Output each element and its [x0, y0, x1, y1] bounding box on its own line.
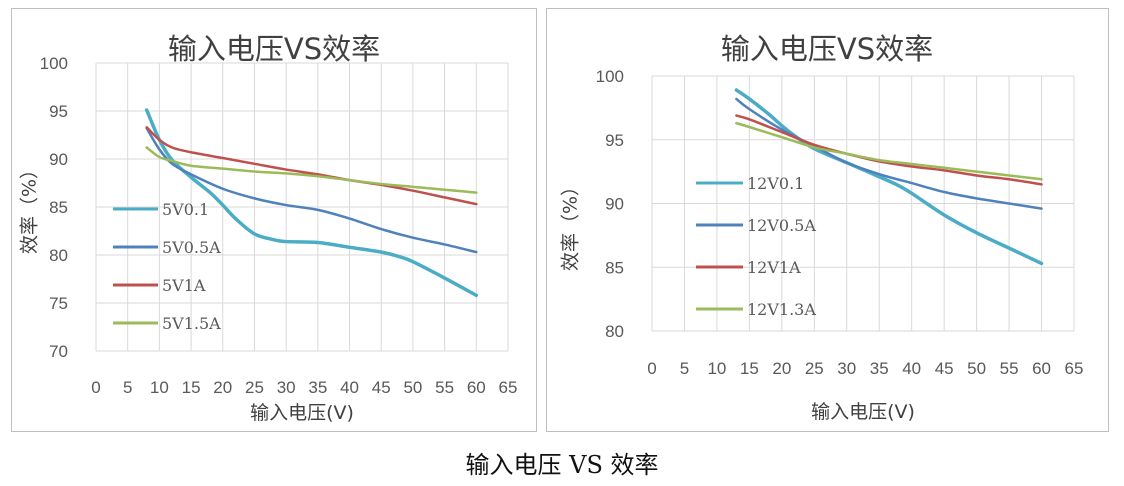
x-tick-label: 65 [1065, 359, 1084, 378]
x-tick-label: 55 [435, 378, 454, 397]
y-tick-label: 95 [49, 102, 68, 121]
y-tick-label: 90 [49, 150, 68, 169]
series-line-5V1A [145, 126, 478, 206]
series-line-5V0.5A [145, 127, 478, 254]
x-tick-label: 35 [308, 378, 327, 397]
legend-label-12V0.5A: 12V0.5A [747, 216, 816, 235]
x-tick-label: 40 [340, 378, 359, 397]
x-tick-label: 15 [740, 359, 759, 378]
x-tick-label: 30 [277, 378, 296, 397]
series-line-5V1.5A [145, 146, 478, 194]
y-axis-label: 效率（%） [19, 160, 41, 254]
x-tick-label: 60 [467, 378, 486, 397]
x-tick-label: 40 [902, 359, 921, 378]
y-axis-label: 效率（%） [560, 177, 582, 271]
x-tick-label: 10 [707, 359, 726, 378]
y-tick-label: 85 [49, 198, 68, 217]
chart-title: 输入电压VS效率 [168, 32, 380, 66]
chart-right: 0 5 10 15 20 25 30 35 40 45 50 55 60 65 80 85 90 95 100 输入电… [560, 32, 1084, 423]
y-tick-label: 70 [49, 342, 68, 361]
x-tick-label: 45 [372, 378, 391, 397]
chart-left: 0 5 10 15 20 25 30 35 40 45 50 55 60 65 70 75 80 85 90 95 10… [19, 32, 518, 424]
y-tick-label: 100 [596, 67, 624, 86]
legend-label-5V0.5A: 5V0.5A [162, 238, 221, 257]
x-axis-label: 输入电压(V) [811, 401, 915, 423]
chart-panel-left: 0 5 10 15 20 25 30 35 40 45 50 55 60 65 70 75 80 85 90 95 10… [11, 8, 537, 432]
series-line-12V0.5A [735, 97, 1043, 210]
series-line-12V1A [735, 114, 1043, 186]
x-tick-label: 10 [150, 378, 169, 397]
x-tick-label: 50 [403, 378, 422, 397]
figure-caption: 输入电压 VS 效率 [465, 451, 659, 479]
x-tick-label: 0 [91, 378, 100, 397]
x-tick-label: 0 [647, 359, 656, 378]
legend-label-5V1.5A: 5V1.5A [162, 314, 221, 333]
x-tick-label: 50 [967, 359, 986, 378]
x-tick-label: 25 [245, 378, 264, 397]
series-line-12V1.3A [735, 121, 1043, 181]
y-tick-label: 75 [49, 294, 68, 313]
chart-panel-right: 0 5 10 15 20 25 30 35 40 45 50 55 60 65 80 85 90 95 100 输入电… [546, 8, 1109, 432]
y-tick-label: 90 [605, 195, 624, 214]
x-tick-label: 60 [1032, 359, 1051, 378]
x-tick-label: 65 [499, 378, 518, 397]
x-tick-label: 5 [123, 378, 132, 397]
x-tick-label: 5 [680, 359, 689, 378]
x-axis-label: 输入电压(V) [250, 402, 354, 424]
x-tick-label: 20 [213, 378, 232, 397]
y-tick-label: 85 [605, 258, 624, 277]
legend-label-12V0.1: 12V0.1 [747, 174, 804, 193]
x-tick-label: 35 [870, 359, 889, 378]
legend-label-12V1.3A: 12V1.3A [747, 300, 816, 319]
x-tick-label: 25 [805, 359, 824, 378]
legend-label-12V1A: 12V1A [747, 258, 801, 277]
x-tick-label: 30 [837, 359, 856, 378]
y-tick-label: 80 [49, 246, 68, 265]
chart-title: 输入电压VS效率 [721, 32, 933, 66]
y-tick-label: 100 [40, 54, 68, 73]
x-tick-label: 20 [772, 359, 791, 378]
legend-label-5V1A: 5V1A [162, 276, 206, 295]
y-tick-label: 95 [605, 131, 624, 150]
x-tick-label: 45 [935, 359, 954, 378]
x-tick-label: 55 [1000, 359, 1019, 378]
y-tick-label: 80 [605, 322, 624, 341]
legend-label-5V0.1: 5V0.1 [162, 200, 209, 219]
x-tick-label: 15 [182, 378, 201, 397]
